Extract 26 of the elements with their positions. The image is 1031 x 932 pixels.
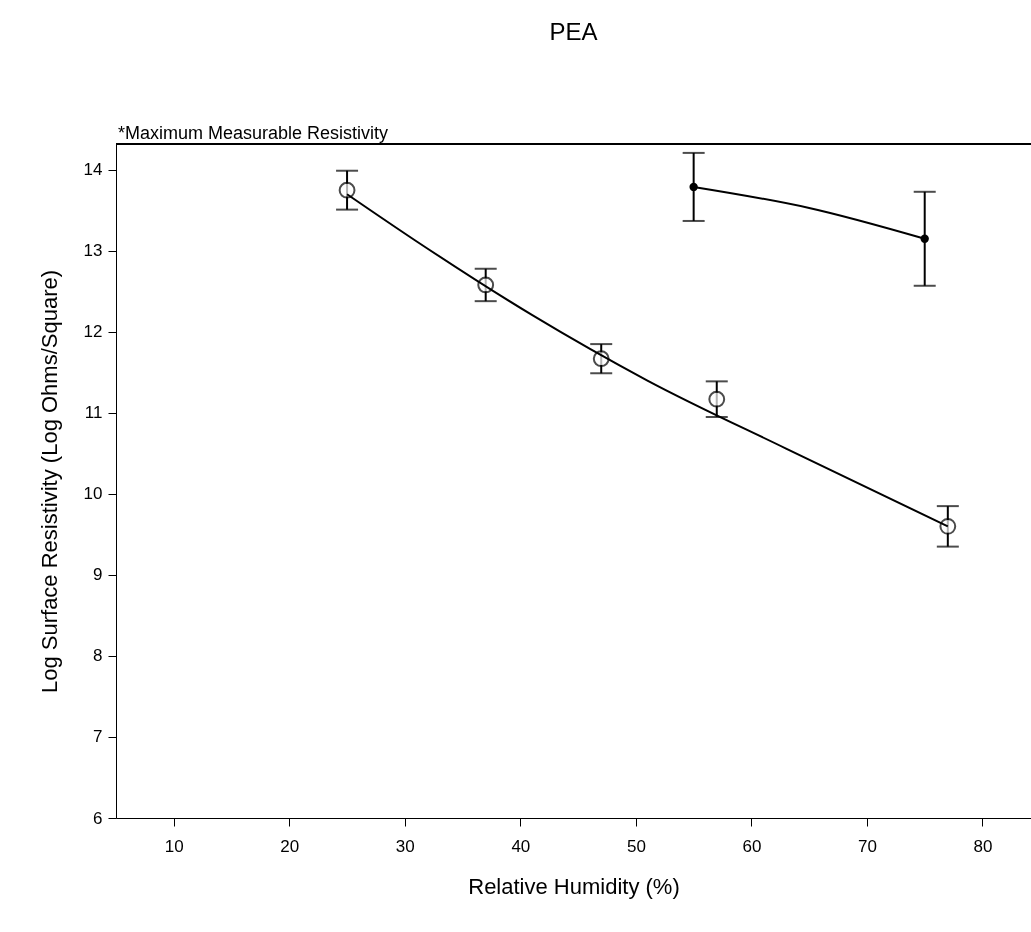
y-tick-label: 9 (93, 565, 103, 585)
x-axis-title: Relative Humidity (%) (468, 873, 680, 899)
chart-title: PEA (549, 18, 598, 45)
x-tick-label: 80 (973, 836, 993, 856)
x-tick-label: 40 (511, 836, 531, 856)
x-tick-label: 30 (395, 836, 415, 856)
y-tick-label: 8 (93, 646, 103, 666)
y-tick-label: 10 (83, 484, 103, 504)
y-tick-label: 14 (83, 160, 103, 180)
y-tick-label: 7 (93, 727, 103, 747)
y-axis-title: Log Surface Resistivity (Log Ohms/Square) (36, 269, 62, 694)
y-tick-label: 11 (84, 403, 103, 423)
point (708, 390, 726, 408)
y-tick-label: 6 (93, 808, 103, 828)
point (939, 517, 957, 535)
y-tick-label: 13 (83, 241, 103, 261)
point (920, 234, 929, 243)
point (689, 182, 698, 192)
x-tick-label: 20 (280, 836, 300, 856)
x-tick-label: 60 (742, 836, 762, 856)
y-tick-label: 12 (83, 322, 103, 342)
x-tick-label: 50 (626, 836, 646, 856)
text: *Maximum Measurable Resistivity (118, 123, 389, 143)
x-tick-label: 70 (857, 836, 877, 856)
x-tick-label: 10 (164, 836, 184, 856)
point (338, 181, 356, 199)
